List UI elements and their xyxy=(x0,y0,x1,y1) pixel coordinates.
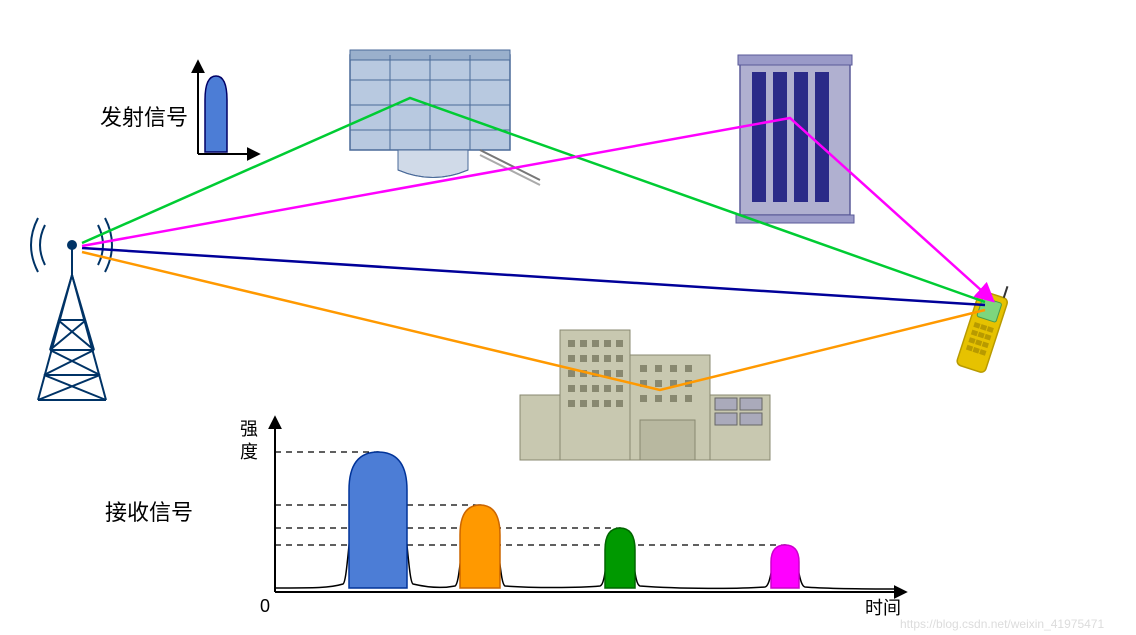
tx-label: 发射信号 xyxy=(100,105,188,130)
rx-pulse-2 xyxy=(460,505,500,588)
rx-pulse-3 xyxy=(605,528,635,588)
tower-icon xyxy=(31,218,112,400)
rx-pulse-4 xyxy=(771,545,799,588)
rx-pulse-1 xyxy=(349,452,407,588)
origin-label: 0 xyxy=(260,596,270,616)
path-orange xyxy=(82,252,985,390)
watermark: https://blog.csdn.net/weixin_41975471 xyxy=(900,617,1104,631)
path-direct xyxy=(82,248,985,305)
building-left-icon xyxy=(350,50,540,185)
x-axis-label: 时间 xyxy=(865,598,901,618)
rx-label: 接收信号 xyxy=(105,500,193,525)
y-axis-label-1: 强 xyxy=(240,419,258,439)
building-cluster-icon xyxy=(520,330,770,460)
tx-pulse-diagram xyxy=(198,62,258,154)
building-right-icon xyxy=(736,55,854,223)
y-axis-label-2: 度 xyxy=(240,442,258,462)
